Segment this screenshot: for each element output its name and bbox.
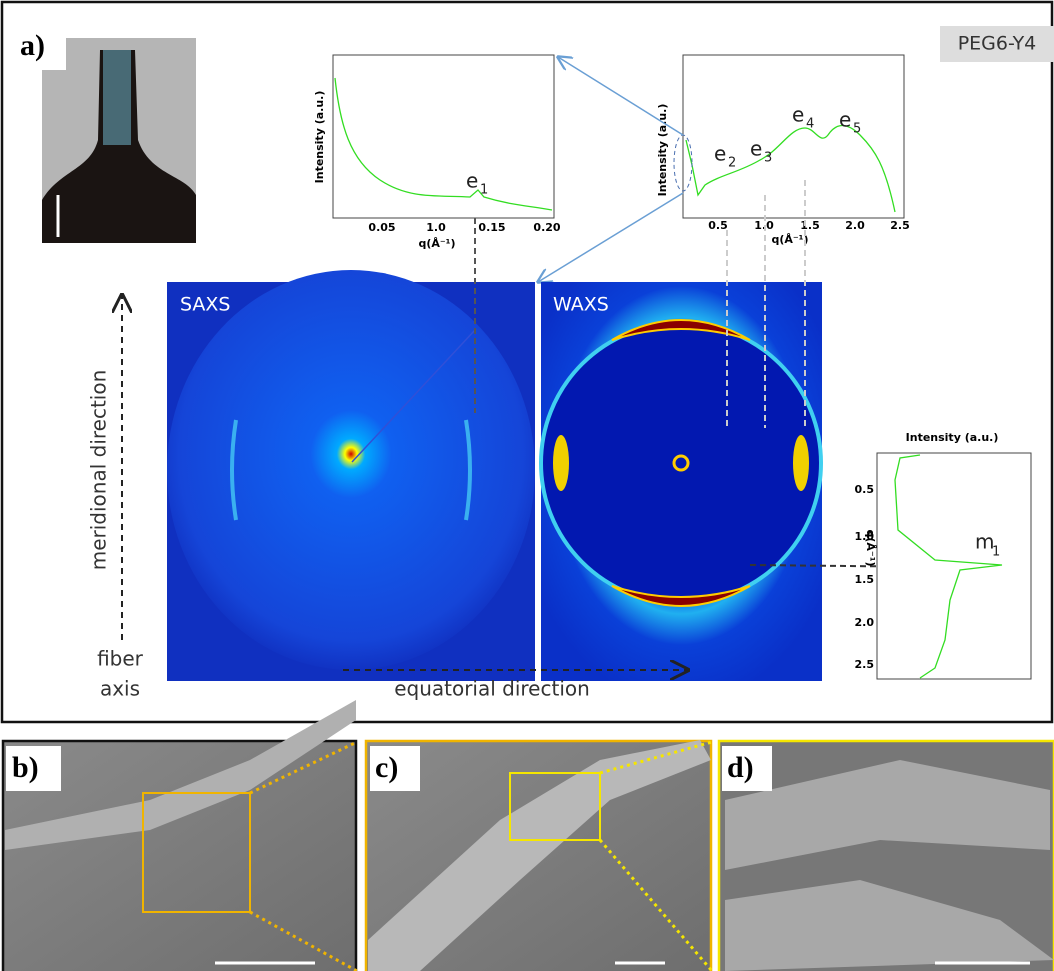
peak-subscript: 1 — [992, 545, 1000, 560]
waxs-equatorial-spot — [553, 435, 569, 491]
x-axis-label: q(Å⁻¹) — [418, 237, 455, 250]
meridional-plot-frame — [877, 453, 1031, 679]
peak-subscript: 5 — [853, 122, 861, 137]
peak-label: e — [839, 108, 851, 132]
axis-note: axis — [100, 677, 140, 701]
y-tick-label: 0.5 — [855, 483, 875, 496]
saxs-plot-frame — [333, 55, 554, 218]
x-tick-label: 0.20 — [533, 221, 560, 234]
waxs-equatorial-spot — [793, 435, 809, 491]
axis-title: equatorial direction — [394, 677, 590, 701]
peak-subscript: 1 — [480, 183, 488, 198]
image-label: SAXS — [180, 294, 231, 316]
plot-title: Intensity (a.u.) — [906, 431, 999, 444]
y-tick-label: 1.5 — [855, 573, 875, 586]
photo-fiber-sheen — [103, 50, 131, 145]
axis-note: fiber — [97, 647, 144, 671]
y-tick-label: 2.0 — [855, 616, 875, 629]
x-tick-label: 2.0 — [845, 219, 865, 232]
x-tick-label: 1.0 — [426, 221, 446, 234]
x-tick-label: 0.05 — [368, 221, 395, 234]
peak-subscript: 3 — [764, 151, 772, 166]
peak-label: e — [750, 137, 762, 161]
panel-label: d) — [727, 751, 754, 784]
x-tick-label: 2.5 — [890, 219, 910, 232]
y-tick-label: 1.0 — [855, 530, 875, 543]
panel-label: a) — [20, 29, 45, 62]
x-tick-label: 1.5 — [800, 219, 820, 232]
y-axis-label: Intensity (a.u.) — [656, 104, 669, 197]
axis-title: meridional direction — [87, 370, 111, 571]
peak-label: e — [466, 169, 478, 193]
x-axis-label: q(Å⁻¹) — [771, 233, 808, 246]
waxs-ring — [541, 323, 821, 603]
image-label: WAXS — [553, 294, 609, 316]
y-axis-label: Intensity (a.u.) — [313, 91, 326, 184]
panel-label: b) — [12, 751, 39, 784]
peak-label: e — [792, 103, 804, 127]
peak-subscript: 2 — [728, 156, 736, 171]
waxs-plot-frame — [683, 55, 904, 218]
x-tick-label: 0.15 — [478, 221, 505, 234]
panel-label: c) — [375, 751, 398, 784]
peak-label: e — [714, 142, 726, 166]
y-tick-label: 2.5 — [855, 658, 875, 671]
peak-subscript: 4 — [806, 117, 814, 132]
x-tick-label: 0.5 — [708, 219, 728, 232]
saxs-scatter — [167, 270, 535, 670]
sample-tag: PEG6-Y4 — [958, 33, 1037, 55]
figure: a) PEG6-Y4 Intensity (a.u.) 0.05 1.0 0.1… — [0, 0, 1054, 971]
